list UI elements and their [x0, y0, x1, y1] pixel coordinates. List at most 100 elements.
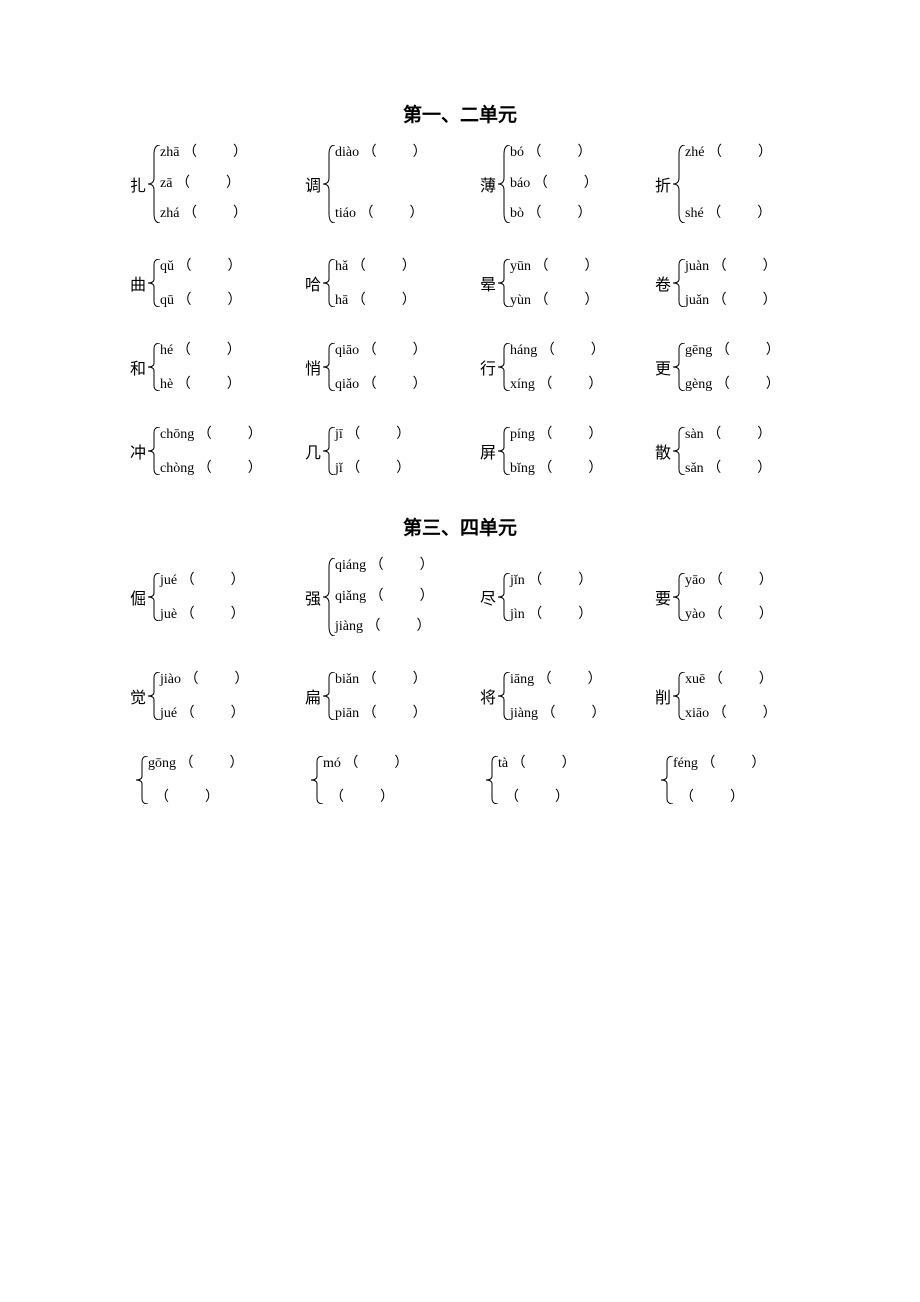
readings-column: féng （） （） — [673, 756, 765, 804]
polyphone-group: 和 hé （） hè （） — [130, 343, 295, 391]
hanzi-char: 薄 — [480, 172, 496, 196]
pinyin-entry: jué （） — [160, 706, 249, 723]
pinyin-entry: háng （） — [510, 343, 605, 360]
hanzi-char: 卷 — [655, 271, 671, 295]
polyphone-group: 哈hǎ （） hā （） — [305, 259, 470, 307]
brace-icon — [673, 343, 685, 391]
pinyin-entry: jiàng （） — [335, 619, 434, 636]
brace-icon — [148, 145, 160, 223]
pinyin-entry: jiào （） — [160, 672, 249, 689]
brace-icon — [323, 558, 335, 636]
pinyin-entry: qiāo （） — [335, 343, 427, 360]
pinyin-entry: zhá （） — [160, 206, 247, 223]
pinyin-entry: xuē （） — [685, 672, 777, 689]
readings-column: hé （） hè （） — [160, 343, 241, 391]
readings-column: píng （） bǐng （） — [510, 427, 602, 475]
polyphone-group: 扎 zhā （） zā （） zhá （） — [130, 145, 295, 223]
polyphone-group: 觉jiào （） jué （） — [130, 672, 295, 720]
pinyin-entry: xiāo （） — [685, 706, 777, 723]
pinyin-entry: （） — [673, 790, 765, 807]
pinyin-entry — [685, 176, 772, 193]
section-2-title: 第三、四单元 — [130, 513, 790, 540]
pinyin-entry: hé （） — [160, 343, 241, 360]
polyphone-group: 倔jué （） juè （） — [130, 573, 295, 621]
hanzi-char: 哈 — [305, 271, 321, 295]
polyphone-group: 将iāng （） jiàng （） — [480, 672, 645, 720]
pinyin-entry: yāo （） — [685, 573, 773, 590]
pinyin-entry: jué （） — [160, 573, 245, 590]
polyphone-group: gōng （） （） — [130, 756, 295, 804]
section-1-title: 第一、二单元 — [130, 100, 790, 127]
readings-column: háng （） xíng （） — [510, 343, 605, 391]
polyphone-row: 倔jué （） juè （）强qiáng （）qiǎng （）jiàng （）尽… — [130, 558, 790, 636]
pinyin-entry: sǎn （） — [685, 461, 771, 478]
polyphone-group: 曲qǔ （） qū （） — [130, 259, 295, 307]
pinyin-entry: （） — [323, 790, 408, 807]
readings-column: qǔ （） qū （） — [160, 259, 242, 307]
pinyin-entry: yùn （） — [510, 293, 599, 310]
brace-icon — [148, 427, 160, 475]
hanzi-char: 晕 — [480, 271, 496, 295]
pinyin-entry: gèng （） — [685, 377, 780, 394]
brace-icon — [498, 672, 510, 720]
polyphone-row: 觉jiào （） jué （）扁biǎn （） piān （）将iāng （） … — [130, 672, 790, 720]
readings-column: jiào （） jué （） — [160, 672, 249, 720]
pinyin-entry: juè （） — [160, 607, 245, 624]
pinyin-entry: jiàng （） — [510, 706, 606, 723]
readings-column: xuē （） xiāo （） — [685, 672, 777, 720]
polyphone-row: 和 hé （） hè （） 悄qiāo （） qiǎo （） 行 háng （） xín… — [130, 343, 790, 391]
readings-column: yūn （） yùn （） — [510, 259, 599, 307]
pinyin-entry: zhé （） — [685, 145, 772, 162]
hanzi-char: 行 — [480, 355, 496, 379]
polyphone-row: 曲qǔ （） qū （）哈hǎ （） hā （）晕yūn （） yùn （）卷j… — [130, 259, 790, 307]
polyphone-row: 扎zhā （）zā （）zhá （）调diào （） tiáo （）薄bó （）… — [130, 145, 790, 223]
pinyin-entry: jǐn （） — [510, 573, 592, 590]
brace-icon — [673, 573, 685, 621]
brace-icon — [148, 343, 160, 391]
pinyin-entry: xíng （） — [510, 377, 605, 394]
hanzi-char: 将 — [480, 684, 496, 708]
brace-icon — [498, 145, 510, 223]
brace-icon — [323, 343, 335, 391]
pinyin-entry: bó （） — [510, 145, 598, 162]
polyphone-row: 冲chōng （） chòng （）几jī （） jǐ （）屏píng （） b… — [130, 427, 790, 475]
readings-column: gōng （） （） — [148, 756, 244, 804]
polyphone-group: 扁biǎn （） piān （） — [305, 672, 470, 720]
hanzi-char: 要 — [655, 585, 671, 609]
brace-icon — [323, 145, 335, 223]
brace-icon — [148, 259, 160, 307]
pinyin-entry: zhā （） — [160, 145, 247, 162]
readings-column: juàn （） juǎn （） — [685, 259, 777, 307]
pinyin-entry: zā （） — [160, 176, 247, 193]
pinyin-entry: chòng （） — [160, 461, 262, 478]
polyphone-group: féng （） （） — [655, 756, 820, 804]
hanzi-char: 冲 — [130, 439, 146, 463]
pinyin-entry: piān （） — [335, 706, 427, 723]
hanzi-char — [305, 771, 309, 789]
polyphone-group: 悄qiāo （） qiǎo （） — [305, 343, 470, 391]
readings-column: zhé （） shé （） — [685, 145, 772, 223]
brace-icon — [323, 672, 335, 720]
pinyin-entry: píng （） — [510, 427, 602, 444]
hanzi-char: 几 — [305, 439, 321, 463]
polyphone-group: 屏píng （） bǐng （） — [480, 427, 645, 475]
hanzi-char — [130, 771, 134, 789]
section-2: 倔jué （） juè （）强qiáng （）qiǎng （）jiàng （）尽… — [130, 558, 790, 804]
pinyin-entry: sàn （） — [685, 427, 771, 444]
pinyin-entry: jī （） — [335, 427, 410, 444]
pinyin-entry: gēng （） — [685, 343, 780, 360]
pinyin-entry: jǐ （） — [335, 461, 410, 478]
brace-icon — [136, 756, 148, 804]
brace-icon — [148, 672, 160, 720]
pinyin-entry: hǎ （） — [335, 259, 416, 276]
hanzi-char: 和 — [130, 355, 146, 379]
brace-icon — [498, 343, 510, 391]
pinyin-entry: gōng （） — [148, 756, 244, 773]
section-1: 扎zhā （）zā （）zhá （）调diào （） tiáo （）薄bó （）… — [130, 145, 790, 475]
hanzi-char: 扎 — [130, 172, 146, 196]
polyphone-group: 要yāo （） yào （） — [655, 573, 820, 621]
pinyin-entry: yūn （） — [510, 259, 599, 276]
page: 第一、二单元 扎zhā （）zā （）zhá （）调diào （） tiáo （… — [0, 0, 920, 900]
readings-column: qiāo （） qiǎo （） — [335, 343, 427, 391]
pinyin-entry: biǎn （） — [335, 672, 427, 689]
